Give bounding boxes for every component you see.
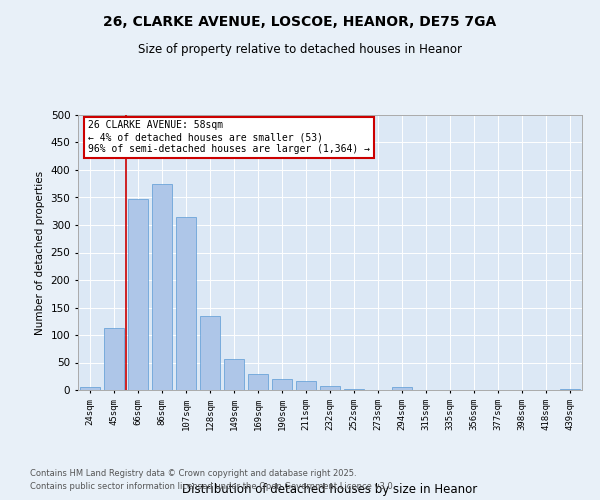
Bar (200, 316, 220, 390)
Bar (152, 184, 172, 390)
Text: Size of property relative to detached houses in Heanor: Size of property relative to detached ho… (138, 42, 462, 56)
Bar (560, 389, 580, 390)
Bar (296, 380, 316, 390)
Text: 26 CLARKE AVENUE: 58sqm
← 4% of detached houses are smaller (53)
96% of semi-det: 26 CLARKE AVENUE: 58sqm ← 4% of detached… (88, 120, 370, 154)
Bar (344, 389, 364, 390)
Text: Contains HM Land Registry data © Crown copyright and database right 2025.: Contains HM Land Registry data © Crown c… (30, 468, 356, 477)
Bar (128, 198, 148, 390)
Bar (104, 328, 124, 390)
Bar (320, 386, 340, 390)
Bar (248, 374, 268, 390)
Text: 26, CLARKE AVENUE, LOSCOE, HEANOR, DE75 7GA: 26, CLARKE AVENUE, LOSCOE, HEANOR, DE75 … (103, 15, 497, 29)
X-axis label: Distribution of detached houses by size in Heanor: Distribution of detached houses by size … (182, 482, 478, 496)
Bar (272, 379, 292, 390)
Bar (80, 387, 100, 390)
Bar (224, 358, 244, 390)
Text: Contains public sector information licensed under the Open Government Licence v3: Contains public sector information licen… (30, 482, 395, 491)
Y-axis label: Number of detached properties: Number of detached properties (35, 170, 45, 334)
Bar (176, 218, 196, 390)
Bar (392, 387, 412, 390)
